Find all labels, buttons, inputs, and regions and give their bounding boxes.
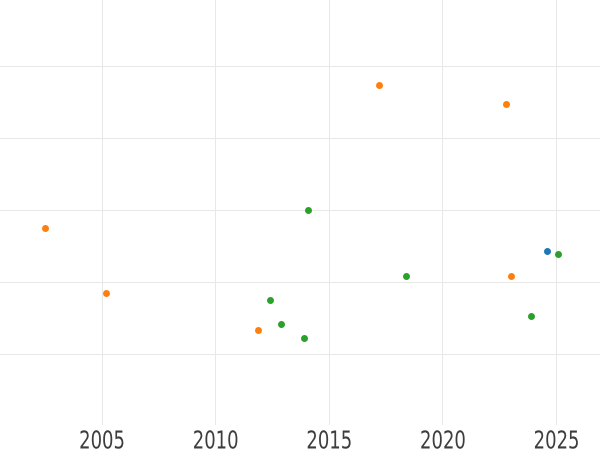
x-tick-label: 2015 — [306, 426, 353, 450]
green-series-point — [305, 207, 313, 215]
horizontal-gridline — [0, 65, 600, 67]
horizontal-gridline — [0, 281, 600, 283]
orange-series-point — [41, 224, 49, 232]
green-series-point — [300, 334, 308, 342]
vertical-gridline — [101, 0, 103, 426]
vertical-gridline — [328, 0, 330, 426]
orange-series-point — [507, 272, 515, 280]
x-tick-label: 2010 — [192, 426, 239, 450]
green-series-point — [403, 272, 411, 280]
x-tick-label: 2005 — [79, 426, 125, 450]
green-series-point — [266, 297, 274, 305]
vertical-gridline — [215, 0, 217, 426]
horizontal-gridline — [0, 209, 600, 211]
x-tick-label: 2025 — [533, 426, 580, 450]
horizontal-gridline — [0, 353, 600, 355]
orange-series-point — [255, 326, 263, 334]
horizontal-gridline — [0, 137, 600, 139]
blue-series-point — [544, 247, 551, 255]
orange-series-point — [503, 100, 511, 108]
orange-series-point — [103, 289, 111, 297]
vertical-gridline — [556, 0, 558, 426]
green-series-point — [528, 313, 536, 321]
vertical-gridline — [442, 0, 444, 426]
orange-series-point — [375, 82, 383, 90]
green-series-point — [555, 250, 563, 258]
x-tick-label: 2020 — [420, 426, 466, 450]
green-series-point — [278, 320, 286, 328]
